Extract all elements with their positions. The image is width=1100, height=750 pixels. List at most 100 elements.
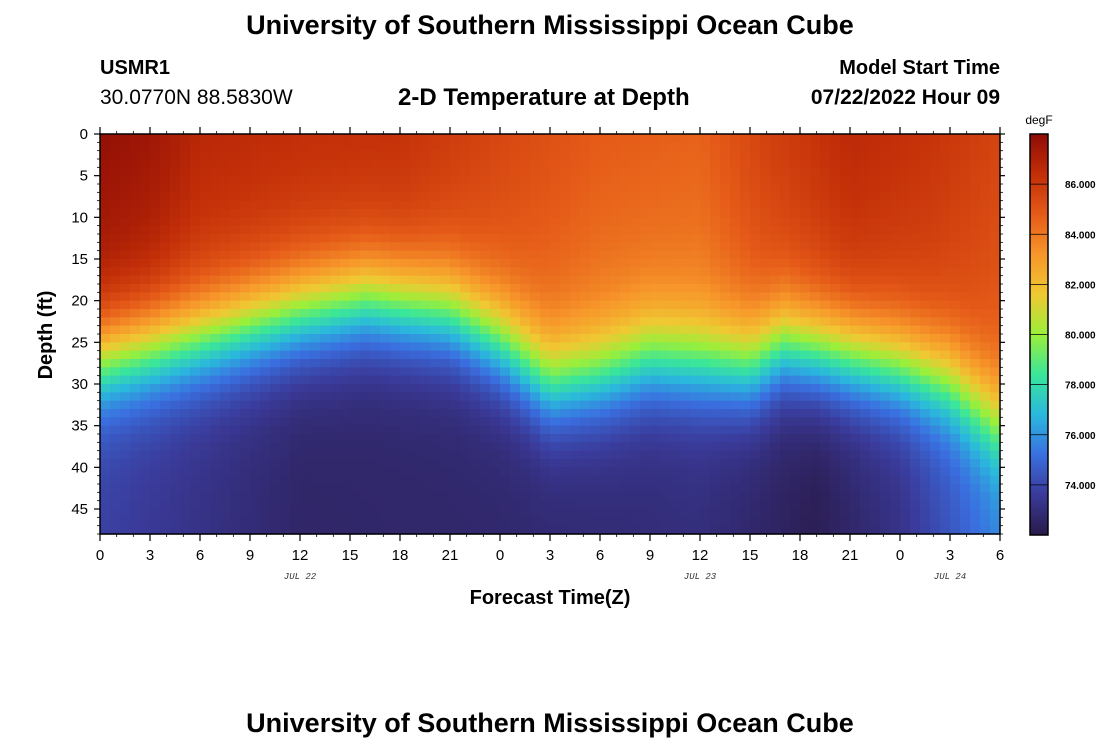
heatmap-cell [160,159,171,168]
heatmap-cell [770,475,781,485]
heatmap-cell [230,392,241,402]
heatmap-cell [370,484,381,493]
heatmap-cell [770,300,781,310]
heatmap-cell [290,450,301,460]
heatmap-cell [200,359,211,368]
heatmap-cell [420,175,431,185]
heatmap-cell [180,492,191,502]
heatmap-cell [400,167,411,177]
heatmap-cell [220,134,231,143]
heatmap-cell [500,467,511,477]
heatmap-cell [220,342,231,352]
heatmap-cell [100,292,111,302]
heatmap-cell [840,142,851,152]
heatmap-cell [900,442,911,452]
heatmap-cell [900,300,911,310]
heatmap-cell [960,459,971,468]
heatmap-cell [630,375,641,385]
heatmap-cell [830,475,841,485]
heatmap-cell [250,275,261,285]
heatmap-cell [690,342,701,352]
heatmap-cell [880,409,891,418]
heatmap-cell [920,209,931,218]
heatmap-cell [470,525,481,535]
heatmap-cell [920,459,931,468]
heatmap-cell [920,225,931,235]
heatmap-cell [830,509,841,518]
heatmap-cell [550,425,561,435]
heatmap-cell [270,134,281,143]
heatmap-cell [320,434,331,443]
heatmap-cell [890,217,901,227]
heatmap-cell [120,392,131,402]
heatmap-cell [680,400,691,410]
heatmap-cell [260,517,271,527]
heatmap-cell [770,275,781,285]
heatmap-cell [110,267,121,277]
heatmap-cell [340,367,351,377]
heatmap-cell [390,259,401,268]
heatmap-cell [220,267,231,277]
heatmap-cell [150,350,161,360]
heatmap-cell [190,359,201,368]
heatmap-cell [460,425,471,435]
heatmap-cell [690,375,701,385]
heatmap-cell [840,459,851,468]
heatmap-cell [290,492,301,502]
heatmap-cell [230,134,241,143]
heatmap-cell [280,225,291,235]
heatmap-cell [660,525,671,535]
heatmap-cell [560,292,571,302]
heatmap-cell [540,142,551,152]
heatmap-cell [470,517,481,527]
heatmap-cell [880,525,891,535]
heatmap-cell [550,234,561,243]
heatmap-cell [220,217,231,227]
heatmap-cell [780,209,791,218]
heatmap-cell [210,492,221,502]
heatmap-cell [630,267,641,277]
heatmap-cell [740,259,751,268]
heatmap-cell [350,375,361,385]
heatmap-cell [560,275,571,285]
heatmap-cell [390,367,401,377]
heatmap-cell [270,309,281,318]
heatmap-cell [790,159,801,168]
heatmap-cell [210,450,221,460]
heatmap-cell [390,275,401,285]
heatmap-cell [810,409,821,418]
heatmap-cell [830,375,841,385]
heatmap-cell [770,192,781,202]
heatmap-cell [620,484,631,493]
heatmap-cell [780,359,791,368]
heatmap-cell [690,392,701,402]
heatmap-cell [580,234,591,243]
heatmap-cell [350,142,361,152]
heatmap-cell [760,292,771,302]
heatmap-cell [760,142,771,152]
heatmap-cell [480,159,491,168]
heatmap-cell [780,184,791,193]
heatmap-cell [330,259,341,268]
heatmap-cell [330,292,341,302]
heatmap-cell [540,192,551,202]
heatmap-cell [800,417,811,427]
heatmap-cell [480,417,491,427]
heatmap-cell [920,267,931,277]
heatmap-cell [650,350,661,360]
heatmap-cell [790,442,801,452]
heatmap-cell [490,142,501,152]
heatmap-cell [850,509,861,518]
heatmap-cell [440,159,451,168]
heatmap-cell [740,184,751,193]
heatmap-cell [910,150,921,160]
heatmap-cell [480,234,491,243]
heatmap-cell [300,242,311,252]
heatmap-cell [480,142,491,152]
heatmap-cell [820,242,831,252]
heatmap-cell [220,500,231,510]
heatmap-cell [740,417,751,427]
heatmap-cell [260,400,271,410]
heatmap-cell [590,525,601,535]
heatmap-cell [280,259,291,268]
